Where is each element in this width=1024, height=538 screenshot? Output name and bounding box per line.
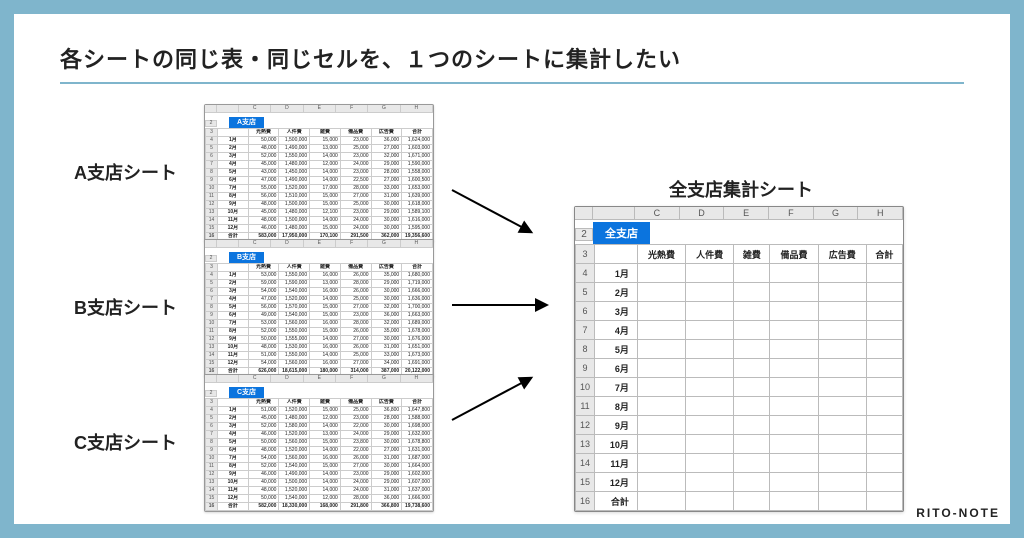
table-row: 1411月51,0001,550,00014,00025,00033,0001,… xyxy=(206,352,433,360)
summary-row: 1310月 xyxy=(576,435,903,454)
table-row: 129月48,0001,500,00015,00025,00030,0001,6… xyxy=(206,201,433,209)
summary-col-header: 広告費 xyxy=(818,245,866,264)
arrow-c-to-summary xyxy=(452,377,532,421)
table-row: 107月55,0001,520,00017,00028,00033,0001,6… xyxy=(206,185,433,193)
slide-title: 各シートの同じ表・同じセルを、１つのシートに集計したい xyxy=(60,42,681,74)
table-row: 63月54,0001,540,00016,00026,00030,0001,66… xyxy=(206,288,433,296)
table-row: 118月56,0001,510,00015,00027,00031,0001,6… xyxy=(206,193,433,201)
table-row: 107月53,0001,560,00016,00028,00032,0001,6… xyxy=(206,320,433,328)
table-row: 52月48,0001,490,00013,00025,00027,0001,60… xyxy=(206,145,433,153)
sheet-tab: A支店 xyxy=(229,117,264,128)
summary-total-row: 16合計 xyxy=(576,492,903,511)
slide-canvas: 各シートの同じ表・同じセルを、１つのシートに集計したい RITO-NOTE A支… xyxy=(0,0,1024,538)
summary-row: 1411月 xyxy=(576,454,903,473)
table-row: 74月45,0001,480,00012,00024,00029,0001,59… xyxy=(206,161,433,169)
summary-col-header: 光熱費 xyxy=(637,245,685,264)
label-summary-sheet: 全支店集計シート xyxy=(669,176,813,202)
table-row: 41月51,0001,520,00015,00025,00036,8001,64… xyxy=(206,407,433,415)
summary-row: 41月 xyxy=(576,264,903,283)
summary-row: 85月 xyxy=(576,340,903,359)
table-row: 129月50,0001,555,00014,00027,00030,0001,6… xyxy=(206,336,433,344)
summary-row: 74月 xyxy=(576,321,903,340)
mini-sheet-a: CDEFGH2A支店3光熱費人件費雑費備品費広告費合計41月50,0001,50… xyxy=(204,104,434,242)
summary-row: 63月 xyxy=(576,302,903,321)
summary-row: 52月 xyxy=(576,283,903,302)
table-row: 52月45,0001,480,00012,00023,00028,0001,58… xyxy=(206,415,433,423)
summary-tab: 全支店 xyxy=(593,222,650,244)
table-row: 96月49,0001,540,00015,00023,00036,0001,66… xyxy=(206,312,433,320)
arrow-a-to-summary xyxy=(452,189,532,233)
summary-row: 1512月 xyxy=(576,473,903,492)
table-row: 41月53,0001,550,00016,00026,00035,0001,68… xyxy=(206,272,433,280)
table-row: 1411月48,0001,520,00014,00024,00031,0001,… xyxy=(206,487,433,495)
summary-col-header: 合計 xyxy=(866,245,902,264)
table-total-row: 16合計582,00018,330,000168,000291,800366,8… xyxy=(206,503,433,511)
table-row: 96月48,0001,520,00014,00022,00027,0001,63… xyxy=(206,447,433,455)
table-row: 107月54,0001,560,00016,00026,00031,0001,6… xyxy=(206,455,433,463)
table-row: 63月52,0001,580,00014,00022,00030,0001,69… xyxy=(206,423,433,431)
summary-row: 107月 xyxy=(576,378,903,397)
table-row: 85月43,0001,450,00014,00023,00028,0001,55… xyxy=(206,169,433,177)
table-row: 96月47,0001,490,00014,00022,50027,0001,60… xyxy=(206,177,433,185)
table-row: 1310月48,0001,530,00016,00026,00031,0001,… xyxy=(206,344,433,352)
table-row: 52月59,0001,590,00013,00028,00029,0001,71… xyxy=(206,280,433,288)
sheet-tab: B支店 xyxy=(229,252,264,263)
table-row: 74月46,0001,520,00013,00024,00029,0001,63… xyxy=(206,431,433,439)
table-row: 1411月48,0001,500,00014,00024,00030,0001,… xyxy=(206,217,433,225)
table-row: 1310月40,0001,500,00014,00024,00029,0001,… xyxy=(206,479,433,487)
table-row: 1512月46,0001,480,00015,00024,00030,0001,… xyxy=(206,225,433,233)
table-row: 74月47,0001,520,00014,00025,00030,0001,63… xyxy=(206,296,433,304)
summary-col-header: 雑費 xyxy=(734,245,770,264)
summary-col-header: 備品費 xyxy=(770,245,818,264)
label-sheet-b: B支店シート xyxy=(74,294,177,320)
table-row: 1310月45,0001,480,00012,10023,00029,0001,… xyxy=(206,209,433,217)
summary-sheet: CDEFGH2全支店3光熱費人件費雑費備品費広告費合計41月52月63月74月8… xyxy=(574,206,904,512)
table-row: 118月52,0001,540,00015,00027,00030,0001,6… xyxy=(206,463,433,471)
table-row: 1512月50,0001,540,00012,00028,00036,0001,… xyxy=(206,495,433,503)
title-underline xyxy=(60,82,964,84)
table-row: 85月56,0001,570,00015,00027,00032,0001,70… xyxy=(206,304,433,312)
label-sheet-a: A支店シート xyxy=(74,159,177,185)
label-sheet-c: C支店シート xyxy=(74,429,177,455)
table-row: 129月46,0001,490,00014,00023,00029,0001,6… xyxy=(206,471,433,479)
table-row: 63月52,0001,550,00014,00023,00032,0001,67… xyxy=(206,153,433,161)
mini-sheet-b: CDEFGH2B支店3光熱費人件費雑費備品費広告費合計41月53,0001,55… xyxy=(204,239,434,377)
sheet-tab: C支店 xyxy=(229,387,264,398)
table-row: 118月52,0001,550,00015,00026,00035,0001,6… xyxy=(206,328,433,336)
attribution: RITO-NOTE xyxy=(916,506,1000,520)
arrow-b-to-summary xyxy=(452,304,547,306)
table-row: 41月50,0001,500,00015,00023,00036,0001,62… xyxy=(206,137,433,145)
summary-row: 96月 xyxy=(576,359,903,378)
summary-row: 118月 xyxy=(576,397,903,416)
mini-sheet-c: CDEFGH2C支店3光熱費人件費雑費備品費広告費合計41月51,0001,52… xyxy=(204,374,434,512)
summary-col-header: 人件費 xyxy=(686,245,734,264)
table-row: 85月50,0001,560,00015,00023,80030,0001,67… xyxy=(206,439,433,447)
table-row: 1512月54,0001,560,00016,00027,00034,0001,… xyxy=(206,360,433,368)
summary-row: 129月 xyxy=(576,416,903,435)
